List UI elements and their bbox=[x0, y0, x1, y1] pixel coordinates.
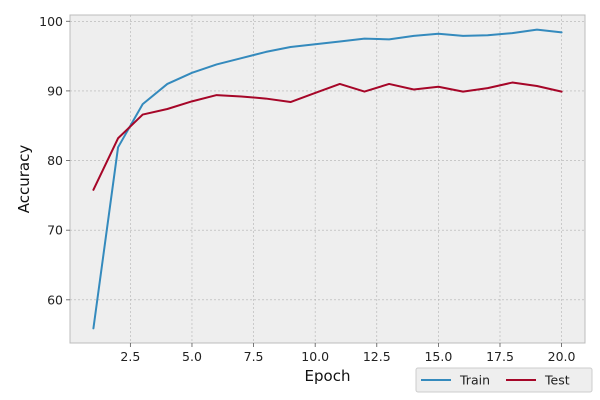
y-axis-ticks: 60 70 80 90 100 bbox=[39, 14, 70, 307]
x-axis-ticks: 2.5 5.0 7.5 10.0 12.5 15.0 17.5 20.0 bbox=[120, 343, 576, 364]
grid-lines bbox=[70, 15, 585, 343]
x-tick-label: 10.0 bbox=[301, 349, 329, 364]
x-tick-label: 20.0 bbox=[548, 349, 576, 364]
y-axis-label: Accuracy bbox=[15, 145, 33, 214]
legend-box bbox=[415, 367, 593, 393]
legend: Train Test bbox=[415, 367, 593, 393]
y-tick-label: 90 bbox=[47, 83, 63, 98]
x-tick-label: 12.5 bbox=[363, 349, 391, 364]
y-tick-label: 70 bbox=[47, 223, 63, 238]
y-tick-label: 100 bbox=[39, 14, 63, 29]
x-axis-label: Epoch bbox=[305, 367, 351, 385]
y-tick-label: 80 bbox=[47, 153, 63, 168]
x-tick-label: 15.0 bbox=[424, 349, 452, 364]
series-line-train bbox=[92, 28, 563, 330]
x-tick-label: 2.5 bbox=[120, 349, 140, 364]
x-tick-label: 5.0 bbox=[182, 349, 202, 364]
x-tick-label: 17.5 bbox=[486, 349, 514, 364]
plot-area bbox=[69, 14, 586, 344]
y-tick-label: 60 bbox=[47, 292, 63, 307]
series-line-test bbox=[92, 81, 563, 191]
legend-label-train: Train bbox=[459, 373, 490, 388]
x-tick-label: 7.5 bbox=[244, 349, 264, 364]
legend-label-test: Test bbox=[544, 373, 570, 388]
series-lines bbox=[92, 28, 563, 330]
